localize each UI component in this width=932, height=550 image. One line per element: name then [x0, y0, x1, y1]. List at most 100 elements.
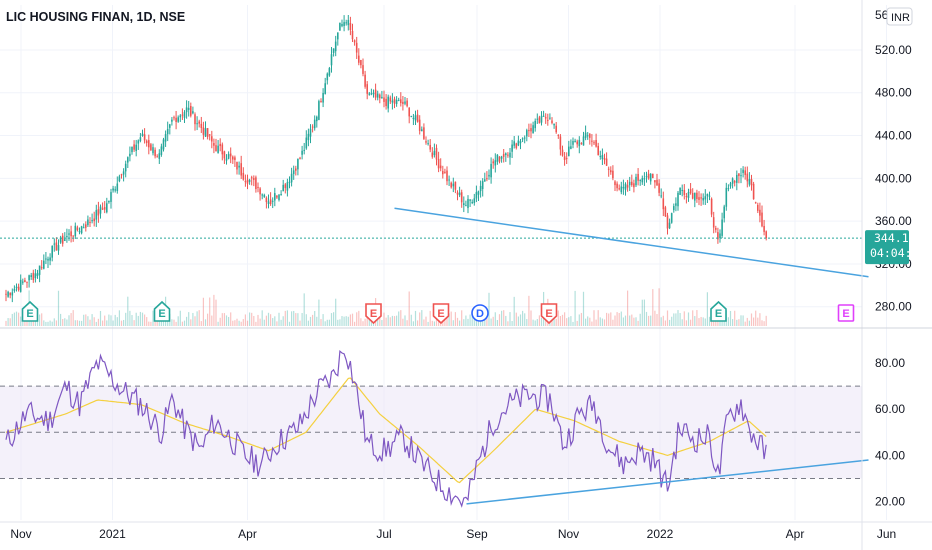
- price-trendline[interactable]: [394, 207, 869, 278]
- candle-body[interactable]: [15, 286, 18, 289]
- candle-body[interactable]: [746, 173, 749, 182]
- candle-body[interactable]: [633, 183, 635, 188]
- candle-body[interactable]: [538, 117, 541, 124]
- candle-body[interactable]: [95, 210, 98, 220]
- candle-body[interactable]: [190, 106, 192, 116]
- candle-body[interactable]: [223, 151, 226, 159]
- candle-body[interactable]: [194, 114, 196, 125]
- candle-body[interactable]: [668, 222, 671, 229]
- candle-body[interactable]: [349, 23, 352, 31]
- candle-body[interactable]: [93, 218, 95, 222]
- candle-body[interactable]: [544, 117, 547, 119]
- candle-body[interactable]: [557, 134, 560, 136]
- candle-body[interactable]: [496, 154, 499, 162]
- candle-body[interactable]: [423, 127, 425, 139]
- candle-body[interactable]: [687, 192, 690, 198]
- candle-body[interactable]: [719, 233, 721, 239]
- candle-body[interactable]: [727, 188, 730, 190]
- candle-body[interactable]: [324, 83, 326, 94]
- candle-body[interactable]: [505, 153, 507, 156]
- candle-body[interactable]: [437, 158, 440, 169]
- candle-body[interactable]: [400, 99, 402, 104]
- candle-body[interactable]: [691, 193, 694, 199]
- candle-body[interactable]: [599, 155, 602, 157]
- candle-body[interactable]: [250, 177, 253, 179]
- candle-body[interactable]: [278, 194, 280, 200]
- candle-body[interactable]: [740, 175, 742, 177]
- candle-body[interactable]: [311, 126, 314, 128]
- candle-body[interactable]: [641, 178, 644, 183]
- candle-body[interactable]: [280, 194, 282, 196]
- candle-body[interactable]: [347, 19, 350, 26]
- candle-body[interactable]: [269, 199, 272, 205]
- candle-body[interactable]: [284, 184, 287, 189]
- candle-body[interactable]: [313, 119, 316, 129]
- candle-body[interactable]: [127, 157, 129, 163]
- candle-body[interactable]: [68, 233, 70, 235]
- candle-body[interactable]: [586, 135, 589, 137]
- candle-body[interactable]: [576, 141, 578, 145]
- candle-body[interactable]: [742, 169, 744, 173]
- candle-body[interactable]: [427, 143, 429, 145]
- candle-body[interactable]: [708, 195, 711, 197]
- candle-body[interactable]: [169, 124, 171, 128]
- candle-body[interactable]: [715, 227, 717, 230]
- candle-body[interactable]: [9, 292, 11, 296]
- candle-body[interactable]: [55, 242, 58, 251]
- candle-body[interactable]: [570, 146, 572, 149]
- candle-body[interactable]: [238, 165, 240, 168]
- candle-body[interactable]: [11, 292, 14, 296]
- candle-body[interactable]: [177, 117, 179, 122]
- candle-body[interactable]: [242, 172, 245, 180]
- candle-body[interactable]: [458, 192, 461, 196]
- candle-body[interactable]: [645, 176, 648, 178]
- candle-body[interactable]: [553, 123, 555, 126]
- candle-body[interactable]: [492, 161, 494, 164]
- candle-body[interactable]: [303, 149, 305, 151]
- candle-body[interactable]: [232, 156, 234, 160]
- candle-body[interactable]: [343, 22, 345, 26]
- candle-body[interactable]: [603, 158, 606, 160]
- candle-body[interactable]: [45, 258, 47, 260]
- candle-body[interactable]: [72, 235, 74, 237]
- candle-body[interactable]: [521, 138, 524, 140]
- candle-body[interactable]: [110, 192, 112, 202]
- candle-body[interactable]: [339, 22, 341, 31]
- candle-body[interactable]: [183, 112, 186, 118]
- candle-body[interactable]: [358, 55, 360, 63]
- candle-body[interactable]: [206, 128, 209, 137]
- candle-body[interactable]: [139, 137, 142, 141]
- candle-body[interactable]: [171, 119, 173, 122]
- candle-body[interactable]: [761, 212, 763, 227]
- candle-body[interactable]: [578, 139, 581, 147]
- candle-body[interactable]: [479, 185, 482, 192]
- candle-body[interactable]: [101, 208, 104, 210]
- candle-body[interactable]: [290, 173, 293, 183]
- candle-body[interactable]: [328, 68, 331, 76]
- candle-body[interactable]: [591, 140, 593, 142]
- candle-body[interactable]: [387, 96, 389, 109]
- candle-body[interactable]: [620, 186, 623, 193]
- candle-body[interactable]: [488, 174, 490, 177]
- candle-body[interactable]: [320, 100, 322, 102]
- candle-body[interactable]: [616, 183, 618, 189]
- candle-body[interactable]: [542, 115, 545, 117]
- candle-body[interactable]: [187, 107, 190, 110]
- candle-body[interactable]: [87, 219, 89, 226]
- candle-body[interactable]: [519, 141, 522, 144]
- candle-body[interactable]: [295, 168, 297, 171]
- candle-body[interactable]: [610, 170, 612, 173]
- candle-body[interactable]: [236, 161, 238, 170]
- candle-body[interactable]: [484, 179, 486, 182]
- candle-body[interactable]: [540, 115, 543, 123]
- candle-body[interactable]: [129, 153, 131, 157]
- candle-body[interactable]: [297, 158, 299, 170]
- candle-body[interactable]: [698, 197, 700, 200]
- candle-body[interactable]: [528, 130, 530, 132]
- candle-body[interactable]: [679, 187, 681, 195]
- candle-body[interactable]: [204, 128, 207, 137]
- candle-body[interactable]: [332, 48, 335, 53]
- candle-body[interactable]: [408, 107, 410, 117]
- candle-body[interactable]: [763, 225, 765, 232]
- candle-body[interactable]: [318, 101, 320, 120]
